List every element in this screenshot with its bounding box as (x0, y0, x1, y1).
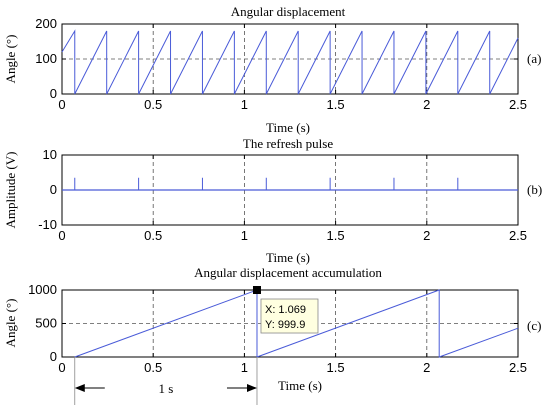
panel-b-ylabel: Amplitude (V) (3, 152, 18, 229)
x-tick-label: 0.5 (144, 228, 162, 243)
panel-a: Angular displacement 0 0.5 1 1.5 2 2.5 0 100 200… (3, 4, 541, 135)
panel-c-title: Angular displacement accumulation (194, 265, 382, 280)
panel-c-datatip[interactable]: X: 1.069 Y: 999.9 (252, 286, 319, 334)
x-tick-label: 0 (58, 228, 65, 243)
x-tick-label: 1.5 (327, 360, 345, 375)
panel-a-xlabel: Time (s) (266, 120, 310, 135)
y-tick-label: 500 (35, 316, 57, 331)
panel-a-label: (a) (527, 51, 541, 66)
x-tick-label: 2.5 (509, 97, 527, 112)
panel-a-ylabel: Angle (°) (3, 35, 18, 84)
panel-c: Angular displacement accumulation 0 0.5 1 1… (3, 265, 541, 405)
x-tick-label: 2.5 (509, 360, 527, 375)
series-line (61, 29, 519, 95)
x-tick-label: 1 (241, 97, 248, 112)
x-tick-label: 1.5 (327, 97, 345, 112)
panel-c-series (74, 289, 519, 358)
datatip-y-text: Y: 999.9 (265, 319, 305, 331)
panel-c-label: (c) (527, 318, 541, 333)
y-tick-label: 100 (35, 51, 57, 66)
x-tick-label: 1 (241, 360, 248, 375)
x-tick-label: 1.5 (327, 228, 345, 243)
panel-b-series (62, 177, 518, 191)
y-tick-label: 0 (50, 86, 57, 101)
y-tick-label: -10 (38, 217, 57, 232)
panel-a-ticks: 0 0.5 1 1.5 2 2.5 0 100 200 (35, 16, 527, 112)
panel-b-title: The refresh pulse (243, 136, 333, 151)
panel-c-ylabel: Angle (°) (3, 299, 18, 348)
x-tick-label: 2 (423, 228, 430, 243)
x-tick-label: 0.5 (144, 97, 162, 112)
datatip-marker (252, 286, 261, 295)
x-tick-label: 2 (423, 360, 430, 375)
panel-a-series (61, 29, 519, 95)
panel-b-label: (b) (527, 182, 542, 197)
x-tick-label: 2 (423, 97, 430, 112)
annotation-label: 1 s (158, 381, 173, 396)
x-tick-label: 0.5 (144, 360, 162, 375)
y-tick-label: 10 (43, 147, 57, 162)
y-tick-label: 0 (50, 182, 57, 197)
datatip-x-text: X: 1.069 (265, 304, 306, 316)
x-tick-label: 0 (58, 360, 65, 375)
datatip-box (260, 298, 319, 334)
x-tick-label: 1 (241, 228, 248, 243)
panel-b-xlabel: Time (s) (266, 250, 310, 265)
x-tick-label: 0 (58, 97, 65, 112)
panel-c-xlabel: Time (s) (278, 378, 322, 393)
series-line (74, 289, 519, 358)
y-tick-label: 200 (35, 16, 57, 31)
panel-c-annotation: 1 s (74, 357, 258, 405)
panel-c-ticks: 0 0.5 1 1.5 2 2.5 0 500 1000 (28, 282, 527, 375)
x-tick-label: 2.5 (509, 228, 527, 243)
panel-a-title: Angular displacement (231, 4, 346, 19)
y-tick-label: 1000 (28, 282, 57, 297)
y-tick-label: 0 (50, 349, 57, 364)
annotation-arrowhead-right (246, 384, 257, 392)
annotation-arrowhead-left (74, 384, 85, 392)
